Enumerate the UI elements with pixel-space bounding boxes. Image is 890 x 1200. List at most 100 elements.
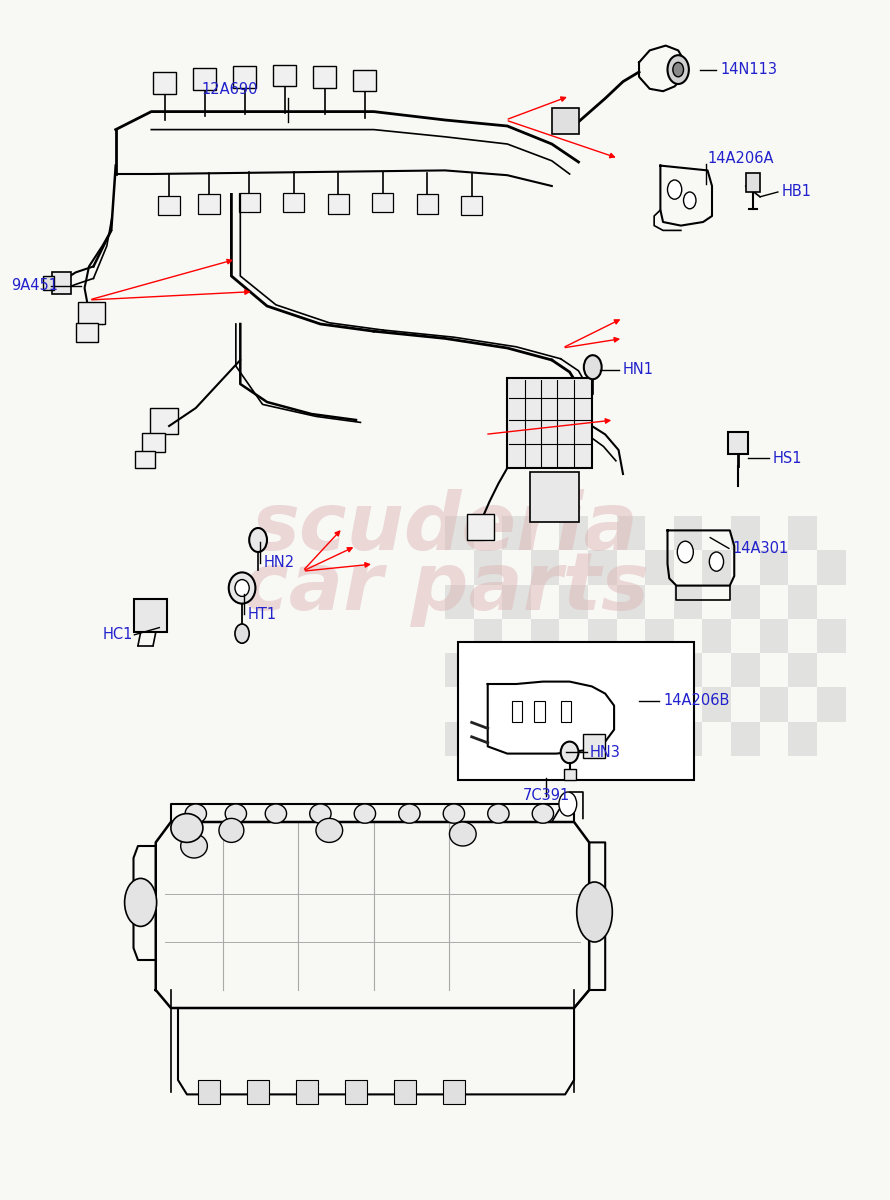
Bar bbox=[728, 432, 748, 454]
Bar bbox=[645, 688, 674, 721]
Bar bbox=[534, 701, 545, 722]
Text: HC1: HC1 bbox=[102, 628, 133, 642]
Bar bbox=[473, 688, 502, 721]
Text: 14N113: 14N113 bbox=[721, 62, 778, 77]
Bar bbox=[345, 1080, 367, 1104]
Text: HN1: HN1 bbox=[623, 362, 654, 377]
Bar bbox=[583, 734, 605, 758]
Text: 7C391: 7C391 bbox=[522, 788, 570, 803]
Bar bbox=[731, 721, 760, 756]
Bar bbox=[530, 551, 560, 584]
Ellipse shape bbox=[443, 804, 465, 823]
Bar bbox=[445, 584, 473, 619]
Bar bbox=[198, 194, 220, 214]
Ellipse shape bbox=[561, 742, 579, 763]
Bar bbox=[760, 619, 789, 653]
Bar bbox=[674, 721, 702, 756]
Ellipse shape bbox=[229, 572, 255, 604]
Ellipse shape bbox=[709, 552, 724, 571]
Bar bbox=[530, 688, 560, 721]
Bar bbox=[746, 173, 760, 192]
Bar bbox=[560, 516, 588, 551]
Bar bbox=[153, 72, 176, 94]
Bar bbox=[617, 584, 645, 619]
Bar bbox=[588, 619, 617, 653]
Bar bbox=[198, 1080, 220, 1104]
Bar bbox=[789, 721, 817, 756]
Bar bbox=[445, 721, 473, 756]
Ellipse shape bbox=[559, 792, 577, 816]
Bar bbox=[617, 653, 645, 688]
Bar bbox=[461, 196, 482, 215]
Bar bbox=[273, 65, 296, 86]
Bar bbox=[731, 584, 760, 619]
Bar bbox=[134, 599, 167, 632]
Bar bbox=[645, 551, 674, 584]
Bar bbox=[560, 653, 588, 688]
Bar bbox=[789, 516, 817, 551]
Bar bbox=[617, 721, 645, 756]
Bar bbox=[78, 302, 105, 324]
Ellipse shape bbox=[235, 624, 249, 643]
Bar bbox=[560, 721, 588, 756]
Text: scuderia: scuderia bbox=[252, 488, 638, 566]
Bar bbox=[328, 194, 349, 214]
Ellipse shape bbox=[265, 804, 287, 823]
Ellipse shape bbox=[673, 62, 684, 77]
Ellipse shape bbox=[399, 804, 420, 823]
Bar bbox=[702, 688, 731, 721]
Bar bbox=[674, 653, 702, 688]
Ellipse shape bbox=[668, 55, 689, 84]
Bar bbox=[789, 653, 817, 688]
Bar bbox=[645, 619, 674, 653]
Text: 9A451: 9A451 bbox=[11, 278, 58, 293]
Ellipse shape bbox=[677, 541, 693, 563]
Bar bbox=[233, 66, 256, 88]
Bar bbox=[588, 688, 617, 721]
Text: HT1: HT1 bbox=[247, 607, 277, 622]
Bar bbox=[731, 516, 760, 551]
Bar bbox=[445, 653, 473, 688]
Ellipse shape bbox=[354, 804, 376, 823]
Ellipse shape bbox=[125, 878, 157, 926]
Bar bbox=[817, 688, 845, 721]
Bar bbox=[530, 619, 560, 653]
Bar bbox=[52, 272, 71, 294]
Bar bbox=[507, 378, 592, 468]
Bar bbox=[561, 701, 571, 722]
Ellipse shape bbox=[684, 192, 696, 209]
Ellipse shape bbox=[310, 804, 331, 823]
Bar bbox=[674, 584, 702, 619]
Bar bbox=[296, 1080, 318, 1104]
Bar bbox=[512, 701, 522, 722]
Text: 12A690: 12A690 bbox=[202, 83, 258, 97]
Ellipse shape bbox=[488, 804, 509, 823]
Bar bbox=[394, 1080, 416, 1104]
Bar bbox=[702, 619, 731, 653]
Bar bbox=[135, 451, 155, 468]
Bar bbox=[502, 721, 530, 756]
Bar bbox=[817, 619, 845, 653]
Bar bbox=[247, 1080, 269, 1104]
Bar bbox=[502, 653, 530, 688]
Bar bbox=[617, 516, 645, 551]
Text: 14A301: 14A301 bbox=[732, 541, 789, 556]
Bar bbox=[530, 472, 578, 522]
Bar bbox=[817, 551, 845, 584]
Ellipse shape bbox=[577, 882, 612, 942]
Bar bbox=[702, 551, 731, 584]
Ellipse shape bbox=[668, 180, 682, 199]
Ellipse shape bbox=[235, 580, 249, 596]
Text: car parts: car parts bbox=[241, 550, 649, 626]
Bar bbox=[458, 642, 694, 780]
Ellipse shape bbox=[532, 804, 554, 823]
Ellipse shape bbox=[171, 814, 203, 842]
Bar bbox=[193, 68, 216, 90]
Bar bbox=[372, 193, 393, 212]
Bar bbox=[473, 619, 502, 653]
Ellipse shape bbox=[219, 818, 244, 842]
Bar bbox=[445, 516, 473, 551]
Text: 14A206A: 14A206A bbox=[708, 151, 774, 166]
Bar bbox=[564, 769, 576, 780]
Bar bbox=[760, 688, 789, 721]
